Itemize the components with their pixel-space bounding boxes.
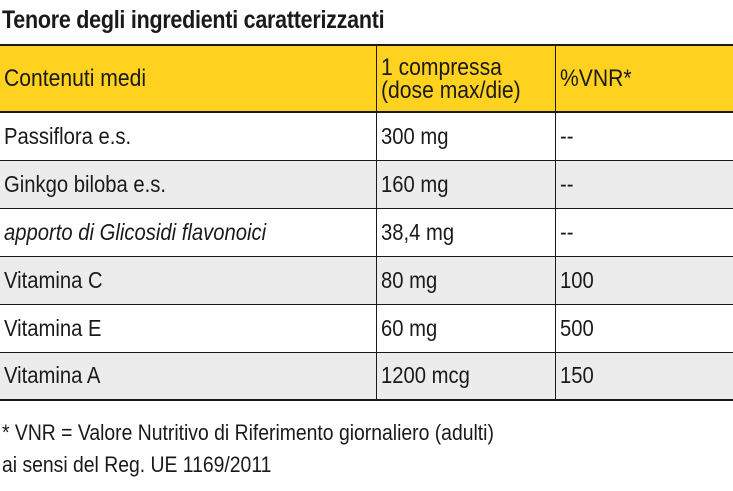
table-row: Vitamina E 60 mg 500 (0, 304, 733, 352)
ingredient-name: Passiflora e.s. (4, 122, 132, 149)
ingredient-amount: 160 mg (380, 170, 449, 197)
ingredient-vnr: 100 (559, 266, 594, 293)
ingredient-amount: 300 mg (380, 122, 449, 149)
ingredient-amount: 80 mg (380, 266, 437, 293)
ingredient-amount-cell: 160 mg (375, 160, 555, 208)
ingredient-name: Vitamina C (4, 266, 103, 293)
ingredient-amount: 38,4 mg (380, 218, 454, 245)
ingredient-amount-cell: 300 mg (375, 112, 555, 160)
title-divider (0, 44, 733, 46)
ingredient-name-cell: Vitamina C (0, 256, 376, 304)
footnote-line-2: ai sensi del Reg. UE 1169/2011 (2, 452, 272, 477)
table-row: Passiflora e.s. 300 mg -- (0, 112, 733, 160)
ingredient-vnr: 500 (559, 314, 594, 341)
ingredient-name-cell: Vitamina A (0, 352, 376, 400)
ingredient-amount-cell: 1200 mcg (375, 352, 555, 400)
header-dose-line1: 1 compressa (380, 53, 502, 81)
table-row: Ginkgo biloba e.s. 160 mg -- (0, 160, 733, 208)
header-average-content: Contenuti medi (0, 46, 376, 113)
table-row: Vitamina A 1200 mcg 150 (0, 352, 733, 400)
table-row: apporto di Glicosidi flavonoici 38,4 mg -- (0, 208, 733, 256)
ingredient-name-cell: apporto di Glicosidi flavonoici (0, 208, 376, 256)
table-title: Tenore degli ingredienti caratterizzanti (2, 6, 385, 34)
header-dose-line2: (dose max/die) (380, 76, 521, 104)
ingredient-name-cell: Passiflora e.s. (0, 112, 376, 160)
ingredient-name-cell: Vitamina E (0, 304, 376, 352)
ingredient-name-cell: Ginkgo biloba e.s. (0, 160, 376, 208)
ingredient-vnr: -- (559, 122, 573, 149)
ingredient-vnr-cell: 150 (554, 352, 733, 400)
header-average-content-label: Contenuti medi (4, 64, 147, 92)
table-row: Vitamina C 80 mg 100 (0, 256, 733, 304)
ingredient-vnr-cell: -- (554, 160, 733, 208)
ingredient-amount-cell: 38,4 mg (375, 208, 555, 256)
header-dose: 1 compressa (dose max/die) (375, 46, 555, 113)
ingredient-amount: 1200 mcg (380, 362, 470, 389)
ingredient-vnr-cell: 100 (554, 256, 733, 304)
ingredient-name: apporto di Glicosidi flavonoici (4, 218, 267, 245)
ingredient-name: Vitamina E (4, 314, 102, 341)
table-header-row: Contenuti medi 1 compressa (dose max/die… (0, 46, 733, 113)
ingredient-amount: 60 mg (380, 314, 437, 341)
header-dose-label: 1 compressa (dose max/die) (380, 53, 521, 104)
ingredient-vnr-cell: -- (554, 112, 733, 160)
header-vnr-label: %VNR* (559, 64, 632, 92)
header-vnr: %VNR* (554, 46, 733, 113)
ingredient-vnr: -- (559, 170, 573, 197)
ingredient-amount-cell: 60 mg (375, 304, 555, 352)
ingredient-name: Vitamina A (4, 362, 101, 389)
footnote-line-1: * VNR = Valore Nutritivo di Riferimento … (2, 420, 494, 445)
ingredient-vnr-cell: 500 (554, 304, 733, 352)
footnote: * VNR = Valore Nutritivo di Riferimento … (2, 417, 494, 481)
ingredient-vnr-cell: -- (554, 208, 733, 256)
ingredient-vnr: -- (559, 218, 573, 245)
ingredient-amount-cell: 80 mg (375, 256, 555, 304)
ingredients-table: Contenuti medi 1 compressa (dose max/die… (0, 46, 733, 401)
ingredient-name: Ginkgo biloba e.s. (4, 170, 167, 197)
ingredient-vnr: 150 (559, 362, 594, 389)
